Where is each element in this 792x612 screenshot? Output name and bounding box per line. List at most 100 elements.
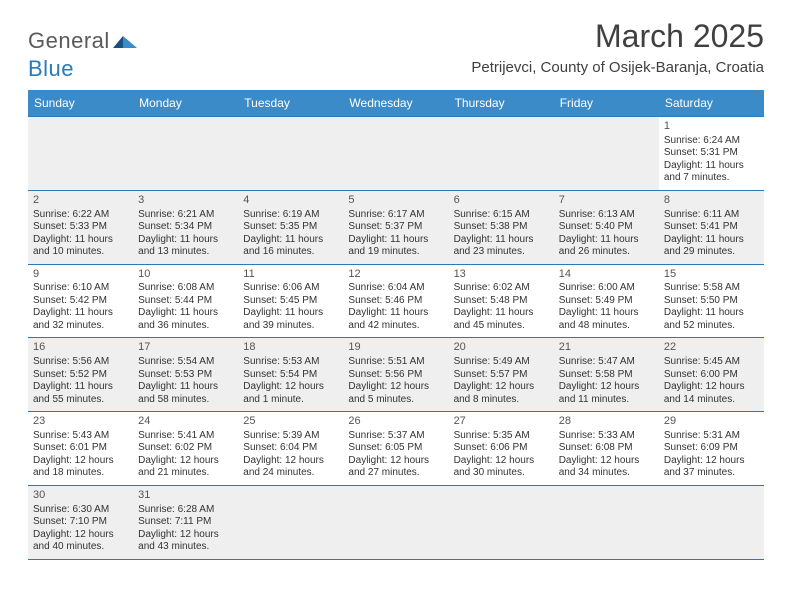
weekday-header: Friday [554,90,659,117]
day-number: 23 [33,415,128,429]
sunrise-text: Sunrise: 5:51 AM [348,356,443,369]
day-number: 4 [243,194,338,208]
sunset-text: Sunset: 5:44 PM [138,295,233,308]
sunrise-text: Sunrise: 6:17 AM [348,209,443,222]
sunset-text: Sunset: 5:31 PM [664,147,759,160]
calendar-day-cell: 7Sunrise: 6:13 AMSunset: 5:40 PMDaylight… [554,190,659,264]
day-number: 27 [454,415,549,429]
calendar-table: Sunday Monday Tuesday Wednesday Thursday… [28,90,764,560]
sunset-text: Sunset: 5:38 PM [454,221,549,234]
day-number: 6 [454,194,549,208]
weekday-header: Monday [133,90,238,117]
calendar-week-row: 9Sunrise: 6:10 AMSunset: 5:42 PMDaylight… [28,264,764,338]
calendar-day-cell: 8Sunrise: 6:11 AMSunset: 5:41 PMDaylight… [659,190,764,264]
sunrise-text: Sunrise: 6:00 AM [559,282,654,295]
daylight-text: Daylight: 12 hours [664,381,759,394]
daylight-text: and 32 minutes. [33,320,128,333]
logo-mark-icon [113,30,139,53]
sunrise-text: Sunrise: 5:56 AM [33,356,128,369]
calendar-day-cell: 5Sunrise: 6:17 AMSunset: 5:37 PMDaylight… [343,190,448,264]
sunrise-text: Sunrise: 5:43 AM [33,430,128,443]
calendar-day-cell: 9Sunrise: 6:10 AMSunset: 5:42 PMDaylight… [28,264,133,338]
calendar-empty-cell [554,485,659,559]
daylight-text: and 18 minutes. [33,467,128,480]
daylight-text: and 30 minutes. [454,467,549,480]
location: Petrijevci, County of Osijek-Baranja, Cr… [471,59,764,76]
sunrise-text: Sunrise: 6:08 AM [138,282,233,295]
daylight-text: and 45 minutes. [454,320,549,333]
weekday-header: Tuesday [238,90,343,117]
daylight-text: Daylight: 12 hours [33,529,128,542]
sunrise-text: Sunrise: 6:28 AM [138,504,233,517]
day-number: 15 [664,268,759,282]
daylight-text: and 52 minutes. [664,320,759,333]
sunrise-text: Sunrise: 5:41 AM [138,430,233,443]
daylight-text: Daylight: 11 hours [559,307,654,320]
sunset-text: Sunset: 6:01 PM [33,442,128,455]
daylight-text: Daylight: 12 hours [454,381,549,394]
daylight-text: Daylight: 11 hours [454,234,549,247]
sunrise-text: Sunrise: 5:37 AM [348,430,443,443]
daylight-text: Daylight: 11 hours [138,307,233,320]
calendar-day-cell: 26Sunrise: 5:37 AMSunset: 6:05 PMDayligh… [343,412,448,486]
sunrise-text: Sunrise: 5:39 AM [243,430,338,443]
daylight-text: Daylight: 11 hours [33,234,128,247]
calendar-day-cell: 4Sunrise: 6:19 AMSunset: 5:35 PMDaylight… [238,190,343,264]
daylight-text: and 1 minute. [243,394,338,407]
sunrise-text: Sunrise: 6:06 AM [243,282,338,295]
calendar-empty-cell [28,117,133,191]
daylight-text: and 5 minutes. [348,394,443,407]
daylight-text: Daylight: 12 hours [559,381,654,394]
day-number: 28 [559,415,654,429]
sunrise-text: Sunrise: 5:45 AM [664,356,759,369]
calendar-day-cell: 16Sunrise: 5:56 AMSunset: 5:52 PMDayligh… [28,338,133,412]
daylight-text: and 21 minutes. [138,467,233,480]
logo-blue-text: Blue [28,56,74,81]
calendar-day-cell: 25Sunrise: 5:39 AMSunset: 6:04 PMDayligh… [238,412,343,486]
daylight-text: and 39 minutes. [243,320,338,333]
day-number: 11 [243,268,338,282]
day-number: 12 [348,268,443,282]
calendar-day-cell: 22Sunrise: 5:45 AMSunset: 6:00 PMDayligh… [659,338,764,412]
daylight-text: Daylight: 11 hours [138,234,233,247]
sunset-text: Sunset: 5:33 PM [33,221,128,234]
sunset-text: Sunset: 6:04 PM [243,442,338,455]
calendar-day-cell: 3Sunrise: 6:21 AMSunset: 5:34 PMDaylight… [133,190,238,264]
daylight-text: Daylight: 11 hours [348,234,443,247]
sunrise-text: Sunrise: 6:19 AM [243,209,338,222]
month-title: March 2025 [471,18,764,55]
day-number: 25 [243,415,338,429]
sunset-text: Sunset: 7:10 PM [33,516,128,529]
daylight-text: Daylight: 12 hours [664,455,759,468]
daylight-text: and 27 minutes. [348,467,443,480]
sunset-text: Sunset: 6:02 PM [138,442,233,455]
calendar-day-cell: 12Sunrise: 6:04 AMSunset: 5:46 PMDayligh… [343,264,448,338]
sunset-text: Sunset: 5:49 PM [559,295,654,308]
day-number: 2 [33,194,128,208]
daylight-text: and 36 minutes. [138,320,233,333]
daylight-text: Daylight: 12 hours [243,455,338,468]
calendar-day-cell: 20Sunrise: 5:49 AMSunset: 5:57 PMDayligh… [449,338,554,412]
daylight-text: and 37 minutes. [664,467,759,480]
calendar-day-cell: 23Sunrise: 5:43 AMSunset: 6:01 PMDayligh… [28,412,133,486]
sunset-text: Sunset: 6:05 PM [348,442,443,455]
daylight-text: and 23 minutes. [454,246,549,259]
day-number: 9 [33,268,128,282]
calendar-week-row: 1Sunrise: 6:24 AMSunset: 5:31 PMDaylight… [28,117,764,191]
sunrise-text: Sunrise: 5:58 AM [664,282,759,295]
daylight-text: and 55 minutes. [33,394,128,407]
calendar-day-cell: 21Sunrise: 5:47 AMSunset: 5:58 PMDayligh… [554,338,659,412]
day-number: 10 [138,268,233,282]
calendar-day-cell: 31Sunrise: 6:28 AMSunset: 7:11 PMDayligh… [133,485,238,559]
daylight-text: Daylight: 12 hours [348,381,443,394]
calendar-week-row: 23Sunrise: 5:43 AMSunset: 6:01 PM Dayligh… [28,412,764,486]
sunset-text: Sunset: 5:58 PM [559,369,654,382]
daylight-text: Daylight: 11 hours [664,307,759,320]
sunset-text: Sunset: 5:34 PM [138,221,233,234]
sunset-text: Sunset: 6:06 PM [454,442,549,455]
sunset-text: Sunset: 5:45 PM [243,295,338,308]
calendar-day-cell: 18Sunrise: 5:53 AMSunset: 5:54 PMDayligh… [238,338,343,412]
sunset-text: Sunset: 5:53 PM [138,369,233,382]
sunrise-text: Sunrise: 5:31 AM [664,430,759,443]
sunset-text: Sunset: 6:09 PM [664,442,759,455]
